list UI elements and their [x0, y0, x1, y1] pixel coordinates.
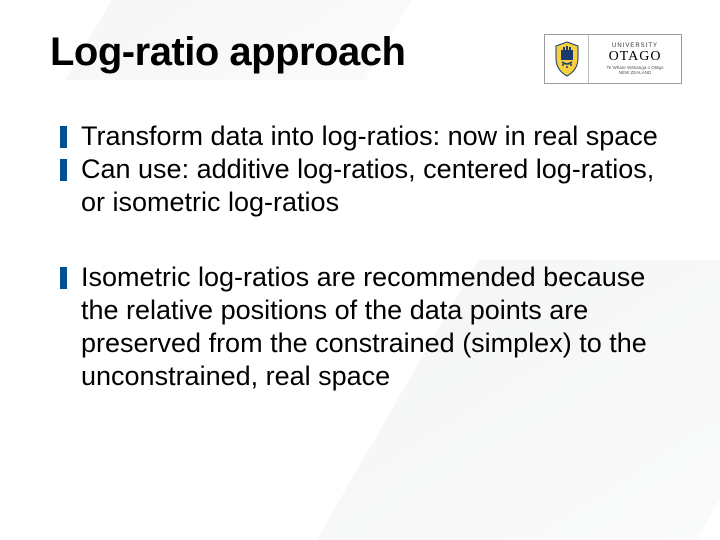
- page-title: Log-ratio approach: [50, 30, 405, 75]
- content: Transform data into log-ratios: now in r…: [50, 120, 682, 393]
- header: Log-ratio approach UNIVERSITY OTAGO: [50, 30, 682, 84]
- bullet-text: Can use: additive log-ratios, centered l…: [81, 153, 678, 219]
- slide: Log-ratio approach UNIVERSITY OTAGO: [0, 0, 720, 540]
- logo-subtitle-line2: NEW ZEALAND: [619, 70, 652, 75]
- logo-name: OTAGO: [593, 49, 677, 65]
- bullet-icon: [60, 159, 67, 181]
- bullet-icon: [60, 267, 67, 289]
- list-item: Isometric log-ratios are recommended bec…: [60, 261, 678, 393]
- list-item: Transform data into log-ratios: now in r…: [60, 120, 678, 153]
- bullet-text: Isometric log-ratios are recommended bec…: [81, 261, 678, 393]
- bullet-icon: [60, 126, 67, 148]
- bullet-group-1: Transform data into log-ratios: now in r…: [60, 120, 678, 219]
- bullet-group-2: Isometric log-ratios are recommended bec…: [60, 261, 678, 393]
- logo-text-block: UNIVERSITY OTAGO Te Whare Wānanga o Otāg…: [589, 35, 681, 83]
- logo-subtitle: Te Whare Wānanga o Otāgo NEW ZEALAND: [593, 66, 677, 76]
- bullet-text: Transform data into log-ratios: now in r…: [81, 120, 678, 153]
- logo-crest-icon: [545, 35, 589, 83]
- university-logo: UNIVERSITY OTAGO Te Whare Wānanga o Otāg…: [544, 34, 682, 84]
- list-item: Can use: additive log-ratios, centered l…: [60, 153, 678, 219]
